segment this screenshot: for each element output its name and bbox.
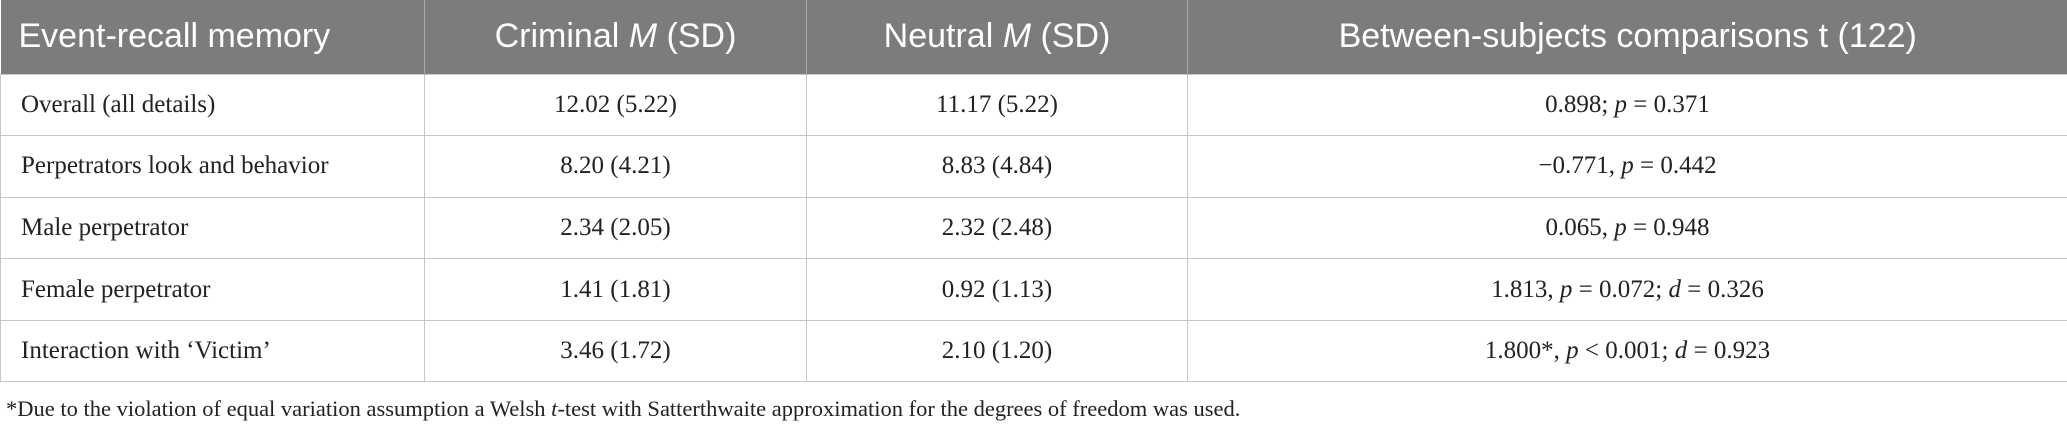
- header-event-recall-memory: Event-recall memory: [0, 0, 425, 74]
- comparison-value: 1.800*, p < 0.001; d = 0.923: [1187, 319, 2067, 383]
- header-criminal: Criminal M (SD): [424, 0, 807, 74]
- stat-symbol: p: [1614, 213, 1627, 241]
- neutral-value: 8.83 (4.84): [806, 135, 1188, 198]
- header-neutral-pre: Neutral: [883, 17, 1003, 56]
- row-label: Interaction with ‘Victim’: [0, 319, 425, 383]
- table-body: Overall (all details) 12.02 (5.22) 11.17…: [0, 73, 2067, 383]
- table-row: Overall (all details) 12.02 (5.22) 11.17…: [0, 73, 2067, 137]
- header-between-subjects: Between-subjects comparisons t (122): [1338, 17, 1917, 56]
- comparison-value: 0.898; p = 0.371: [1187, 73, 2067, 137]
- stat-symbol: p: [1559, 275, 1573, 303]
- header-criminal-m: M: [628, 17, 658, 56]
- stat-symbol: d: [1674, 337, 1688, 365]
- results-table-container: Event-recall memory Criminal M (SD) Neut…: [0, 0, 2067, 383]
- footnote-post: -test with Satterthwaite approximation f…: [557, 396, 1241, 421]
- criminal-value: 12.02 (5.22): [424, 73, 807, 137]
- header-criminal-pre: Criminal: [494, 17, 629, 56]
- neutral-value: 2.10 (1.20): [806, 319, 1188, 383]
- header-row: Event-recall memory Criminal M (SD) Neut…: [0, 0, 2067, 74]
- table-row: Interaction with ‘Victim’ 3.46 (1.72) 2.…: [0, 319, 2067, 383]
- row-label: Perpetrators look and behavior: [0, 135, 425, 198]
- table-row: Perpetrators look and behavior 8.20 (4.2…: [0, 135, 2067, 198]
- header-neutral-m: M: [1002, 17, 1032, 56]
- stat-symbol: d: [1668, 275, 1681, 303]
- neutral-value: 0.92 (1.13): [806, 258, 1188, 321]
- event-recall-table: Event-recall memory Criminal M (SD) Neut…: [0, 0, 2067, 383]
- table-footnote: *Due to the violation of equal variation…: [6, 396, 1240, 422]
- row-label: Overall (all details): [0, 73, 425, 137]
- row-label: Male perpetrator: [0, 196, 425, 260]
- comparison-value: −0.771, p = 0.442: [1187, 135, 2067, 198]
- criminal-value: 3.46 (1.72): [424, 319, 807, 383]
- table-row: Female perpetrator 1.41 (1.81) 0.92 (1.1…: [0, 258, 2067, 321]
- header-neutral-post: (SD): [1031, 17, 1111, 56]
- footnote-t-italic: t: [551, 396, 558, 421]
- row-label: Female perpetrator: [0, 258, 425, 321]
- stat-symbol: p: [1614, 90, 1628, 118]
- neutral-value: 2.32 (2.48): [806, 196, 1188, 260]
- criminal-value: 2.34 (2.05): [424, 196, 807, 260]
- criminal-value: 8.20 (4.21): [424, 135, 807, 198]
- criminal-value: 1.41 (1.81): [424, 258, 807, 321]
- comparison-value: 1.813, p = 0.072; d = 0.326: [1187, 258, 2067, 321]
- comparison-value: 0.065, p = 0.948: [1187, 196, 2067, 260]
- stat-symbol: p: [1621, 152, 1634, 180]
- header-neutral: Neutral M (SD): [806, 0, 1188, 74]
- table-header: Event-recall memory Criminal M (SD) Neut…: [0, 0, 2067, 74]
- table-row: Male perpetrator 2.34 (2.05) 2.32 (2.48)…: [0, 196, 2067, 260]
- footnote-pre: *Due to the violation of equal variation…: [6, 396, 552, 421]
- stat-symbol: p: [1566, 337, 1579, 365]
- header-criminal-post: (SD): [657, 17, 737, 56]
- neutral-value: 11.17 (5.22): [806, 73, 1188, 137]
